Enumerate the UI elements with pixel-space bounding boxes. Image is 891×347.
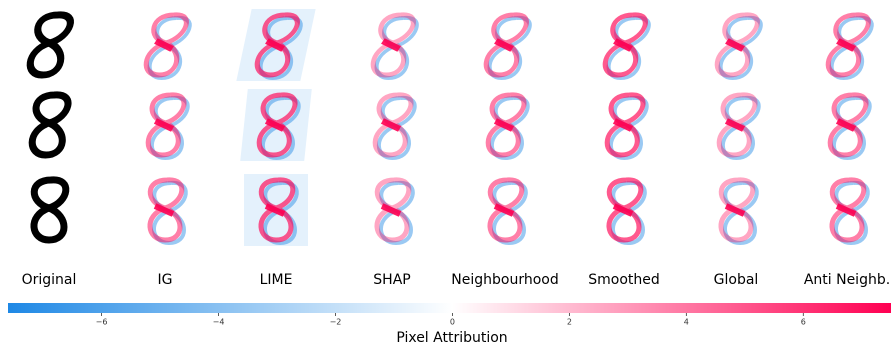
digit-image	[602, 15, 651, 78]
colorbar-label: Pixel Attribution	[396, 330, 507, 346]
digit-stroke	[31, 95, 69, 155]
column-label: Global	[714, 272, 759, 288]
digit-image	[490, 180, 526, 243]
figure: Pixel Attribution −6 −4 −2 0 2 4 6 Original IG LI…	[0, 0, 891, 347]
tick-label: 4	[684, 318, 689, 327]
digit-image	[377, 180, 413, 243]
digit-image	[714, 15, 763, 78]
digit-image	[609, 180, 645, 243]
digit-image	[28, 15, 73, 75]
tick-label: −2	[330, 318, 342, 327]
digit-image	[486, 95, 529, 158]
digit-image	[825, 15, 874, 78]
digit-stroke	[34, 180, 66, 240]
column-label: Smoothed	[588, 272, 660, 288]
digit-image	[244, 174, 308, 246]
column-label: SHAP	[373, 272, 410, 288]
tick-label: 2	[567, 318, 572, 327]
column-label: Original	[22, 272, 77, 288]
tick-label: 0	[450, 318, 455, 327]
column-label: IG	[158, 272, 173, 288]
colorbar	[8, 303, 891, 313]
column-label: Anti Neighb.	[804, 272, 890, 288]
tick-label: 6	[801, 318, 806, 327]
column-label: Neighbourhood	[451, 272, 558, 288]
digit-image	[236, 9, 315, 81]
digit-image	[240, 89, 312, 161]
digit-image	[828, 95, 871, 158]
digit-image	[370, 15, 419, 78]
column-label: LIME	[260, 272, 293, 288]
tick-label: −6	[96, 318, 108, 327]
digit-image	[143, 15, 192, 78]
tick-label: −4	[213, 318, 225, 327]
digit-image	[34, 180, 66, 240]
digit-image	[146, 95, 189, 158]
digit-image	[832, 180, 868, 243]
digit-image	[373, 95, 416, 158]
digit-image	[721, 180, 757, 243]
digit-image	[150, 180, 186, 243]
digit-image	[605, 95, 648, 158]
digit-image	[483, 15, 532, 78]
digit-image	[31, 95, 69, 155]
digit-image	[717, 95, 760, 158]
image-grid	[28, 9, 875, 246]
digit-stroke	[28, 15, 73, 75]
